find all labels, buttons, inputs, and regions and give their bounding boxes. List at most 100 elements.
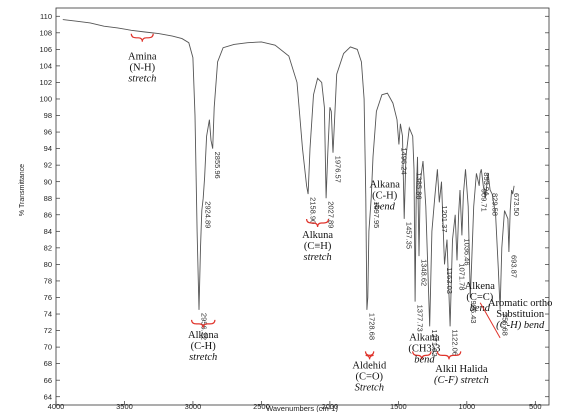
annotation-leader bbox=[479, 302, 501, 339]
annotation-bracket bbox=[436, 351, 462, 360]
y-tick-label: 76 bbox=[44, 293, 52, 302]
y-tick-label: 106 bbox=[39, 45, 52, 54]
annotation-text: Stretch bbox=[355, 383, 384, 394]
peak-label: 1457.35 bbox=[405, 222, 414, 249]
y-tick-label: 90 bbox=[44, 177, 52, 186]
annotation-text: (C-H) bbox=[372, 191, 398, 202]
annotation-text: Aldehid bbox=[352, 361, 387, 372]
peak-label: 693.87 bbox=[509, 255, 518, 278]
peak-label: 1976.57 bbox=[334, 156, 343, 183]
peak-label: 1385.86 bbox=[415, 172, 424, 199]
x-tick-label: 500 bbox=[529, 402, 542, 411]
y-tick-label: 98 bbox=[44, 111, 52, 120]
y-axis-ticks: 64 66 68 70 72 74 76 78 80 82 84 86 88 90 92 94 96 98 100 1… bbox=[39, 12, 549, 401]
peak-label: 986.43 bbox=[469, 301, 478, 324]
annotation-text: stretch bbox=[303, 252, 331, 263]
peak-label: 2027.89 bbox=[327, 201, 336, 228]
annotation-bracket bbox=[130, 33, 154, 42]
x-tick-label: 1000 bbox=[458, 402, 475, 411]
band-annotation: Alkena(C=C)bend bbox=[465, 281, 496, 314]
y-tick-label: 110 bbox=[40, 12, 52, 21]
annotation-text: Alkuna bbox=[302, 230, 333, 241]
annotation-text: Alkana bbox=[188, 330, 219, 341]
peak-label: 829.58 bbox=[491, 193, 500, 216]
band-annotation: Alkana(C-H)stretch bbox=[188, 319, 219, 363]
annotation-text: (C=C) bbox=[466, 292, 493, 303]
y-tick-label: 74 bbox=[44, 310, 52, 319]
y-tick-label: 94 bbox=[44, 144, 52, 153]
x-tick-label: 4000 bbox=[48, 402, 65, 411]
peak-label: 1728.68 bbox=[368, 313, 377, 340]
annotation-text: Amina bbox=[128, 51, 157, 62]
annotation-text: Alkena bbox=[465, 281, 496, 292]
y-tick-label: 68 bbox=[44, 359, 52, 368]
y-tick-label: 84 bbox=[44, 227, 52, 236]
annotation-text: stretch bbox=[189, 352, 217, 363]
peak-label: 1071.78 bbox=[458, 263, 467, 290]
band-annotation: Alkana(C-H)bend bbox=[370, 180, 401, 213]
peak-label: 1377.73 bbox=[416, 305, 425, 332]
annotation-text: Alkil Halida bbox=[435, 364, 488, 375]
peak-label: 1122.06 bbox=[451, 329, 460, 356]
peak-label: 756.68 bbox=[501, 313, 510, 336]
y-tick-label: 88 bbox=[44, 194, 52, 203]
band-annotation: Alkil Halida(C-F) stretch bbox=[434, 351, 489, 386]
annotation-text: (C=O) bbox=[356, 372, 384, 383]
annotation-text: (CH3)3 bbox=[408, 344, 440, 355]
x-axis-label: Wavenumbers (cm-1) bbox=[266, 404, 338, 412]
band-annotation: Amina(N-H)stretch bbox=[128, 33, 157, 84]
annotation-text: stretch bbox=[128, 73, 156, 84]
annotation-bracket bbox=[191, 319, 216, 328]
annotation-text: (C-H) bend bbox=[496, 320, 545, 331]
peak-label: 909.71 bbox=[480, 189, 489, 212]
y-tick-label: 108 bbox=[39, 28, 52, 37]
y-axis-label: % Transmittance bbox=[19, 164, 26, 216]
peak-label: 1697.95 bbox=[372, 201, 381, 228]
y-tick-label: 64 bbox=[44, 392, 52, 401]
peak-label: 1496.24 bbox=[399, 148, 408, 175]
annotation-bracket bbox=[306, 218, 330, 228]
spectrum-line bbox=[62, 19, 515, 327]
y-tick-label: 92 bbox=[44, 161, 52, 170]
y-tick-label: 72 bbox=[44, 326, 52, 335]
annotation-text: (C-H) bbox=[191, 341, 217, 352]
y-tick-label: 78 bbox=[44, 277, 52, 286]
annotation-text: bend bbox=[414, 355, 435, 366]
y-tick-label: 102 bbox=[39, 78, 52, 87]
band-annotation: Alkuna(C≡H)stretch bbox=[302, 218, 333, 263]
peak-label: 1201.37 bbox=[440, 205, 449, 232]
peak-label: 1271.02 bbox=[430, 329, 439, 356]
annotation-text: bend bbox=[470, 303, 491, 314]
annotation-text: (C≡H) bbox=[304, 241, 332, 252]
peak-label: 2158.90 bbox=[309, 197, 318, 224]
x-tick-label: 2000 bbox=[322, 402, 339, 411]
x-axis-ticks: 4000 3500 3000 2500 2000 1500 1000 500 bbox=[48, 401, 542, 411]
y-tick-label: 86 bbox=[44, 210, 52, 219]
annotation-text: bend bbox=[374, 202, 395, 213]
plot-frame bbox=[55, 7, 550, 406]
peak-label: 2855.96 bbox=[213, 152, 222, 179]
y-tick-label: 100 bbox=[39, 95, 52, 104]
band-annotations: Amina(N-H)stretchAlkana(C-H)stretchAlkun… bbox=[128, 33, 552, 394]
annotation-text: (C-F) stretch bbox=[434, 375, 489, 386]
annotation-text: Aromatic ortho bbox=[488, 298, 552, 309]
x-tick-label: 1500 bbox=[390, 402, 407, 411]
annotation-bracket bbox=[364, 351, 375, 360]
x-tick-label: 2500 bbox=[253, 402, 270, 411]
peak-label: 1348.62 bbox=[420, 259, 429, 286]
y-tick-label: 96 bbox=[44, 128, 52, 137]
peak-label: 673.50 bbox=[512, 193, 521, 216]
peak-label: 2924.89 bbox=[204, 201, 213, 228]
annotation-text: Alkana bbox=[370, 180, 401, 191]
y-tick-label: 82 bbox=[44, 243, 52, 252]
annotation-text: Substituion bbox=[496, 309, 545, 320]
y-tick-label: 80 bbox=[44, 260, 52, 269]
peak-label: 1163.03 bbox=[445, 267, 454, 294]
band-annotation: Aldehid(C=O)Stretch bbox=[352, 351, 387, 394]
peak-label: 893.94 bbox=[482, 172, 491, 195]
annotation-text: (N-H) bbox=[129, 62, 155, 73]
peak-label: 1036.46 bbox=[462, 238, 471, 265]
